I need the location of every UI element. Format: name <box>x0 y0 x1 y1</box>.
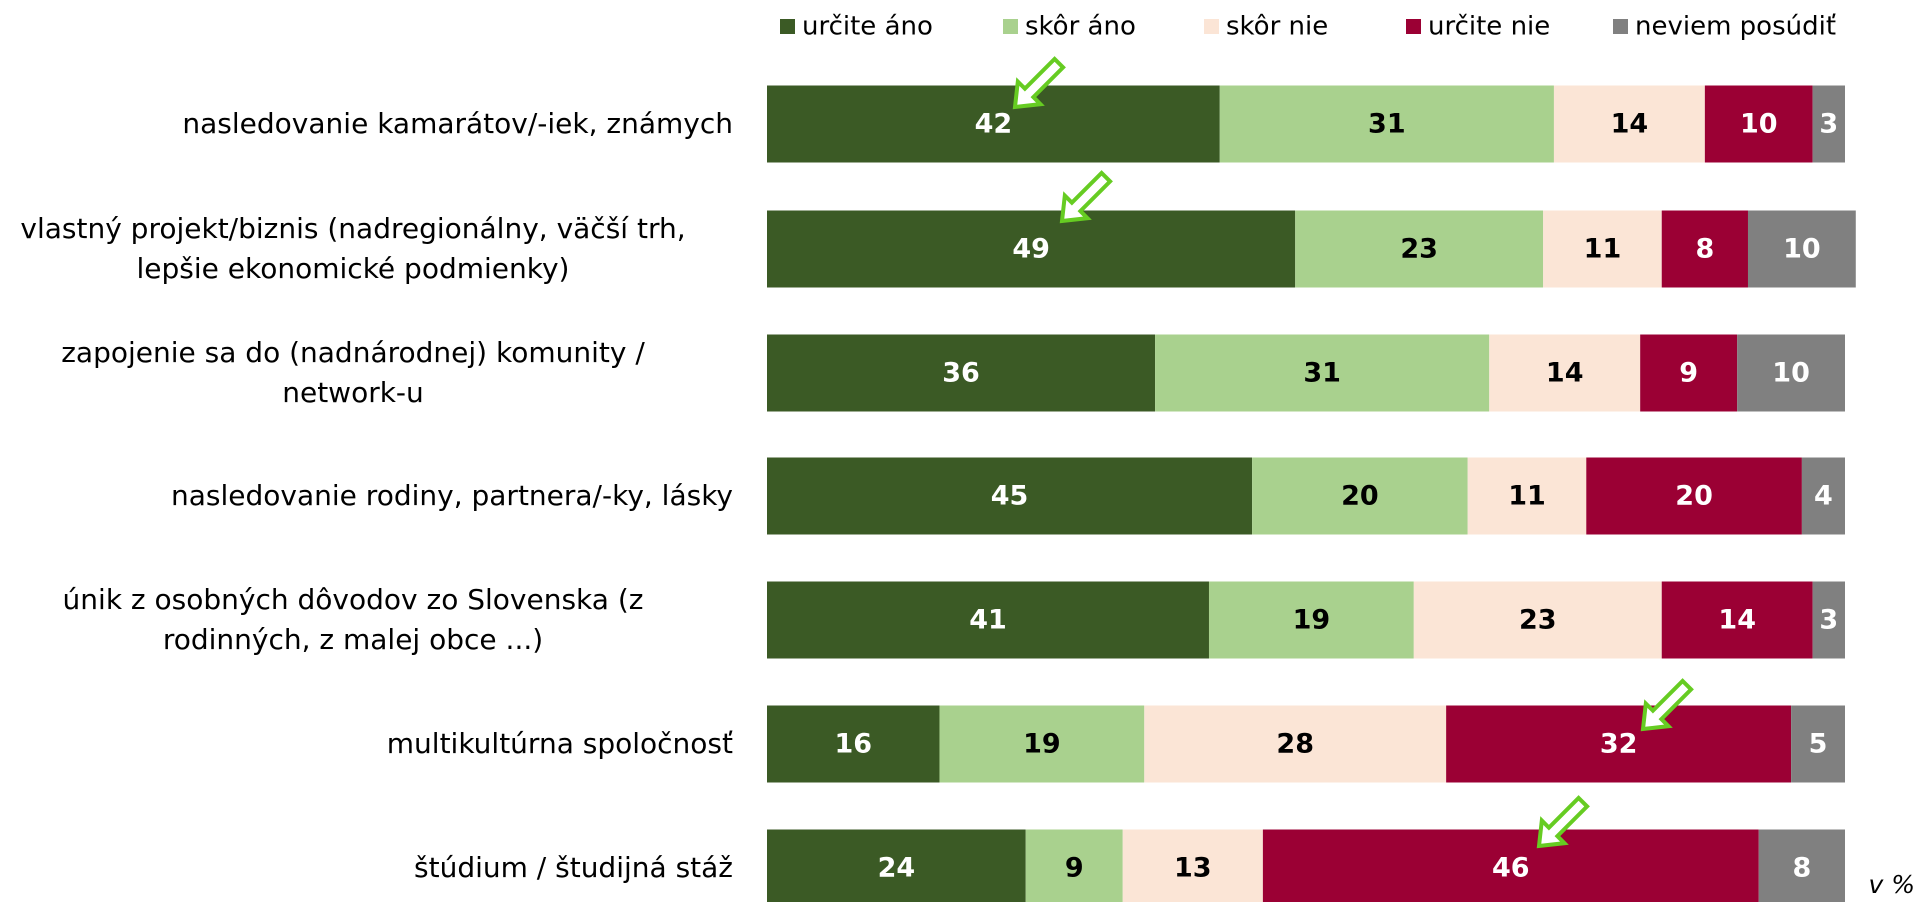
bar-segment <box>1586 457 1802 535</box>
bar-segment <box>1661 581 1813 659</box>
bar-segment <box>1791 705 1845 783</box>
legend-swatch <box>1003 19 1018 34</box>
value-label: 4 <box>1814 481 1833 512</box>
bar-segment <box>1252 457 1468 535</box>
bar-segment <box>1262 829 1759 902</box>
unit-note: v % <box>1869 870 1916 899</box>
value-label: 19 <box>1293 605 1331 636</box>
bar-segment <box>1295 210 1544 288</box>
category-label: nasledovanie kamarátov/-iek, známych <box>182 107 733 140</box>
value-label: 41 <box>969 605 1007 636</box>
value-label: 20 <box>1341 481 1379 512</box>
legend-swatch <box>1613 19 1628 34</box>
value-label: 3 <box>1819 109 1838 140</box>
value-label: 23 <box>1400 234 1438 265</box>
value-label: 11 <box>1584 234 1622 265</box>
bar-segment <box>1553 85 1705 163</box>
value-label: 9 <box>1679 358 1698 389</box>
bar-segment <box>767 210 1296 288</box>
bar-segment <box>1219 85 1554 163</box>
value-label: 42 <box>975 109 1013 140</box>
value-label: 9 <box>1065 853 1084 884</box>
bar-segment <box>939 705 1145 783</box>
legend-label: neviem posúdiť <box>1635 12 1836 42</box>
value-label: 5 <box>1809 729 1828 760</box>
bar-segment <box>767 581 1209 659</box>
bar-segment <box>1489 334 1641 412</box>
legend-swatch <box>780 19 795 34</box>
bar-segment <box>1025 829 1123 902</box>
value-label: 28 <box>1276 729 1314 760</box>
value-label: 45 <box>991 481 1029 512</box>
legend-label: skôr nie <box>1226 12 1328 42</box>
highlight-arrow <box>1012 56 1066 110</box>
category-label: únik z osobných dôvodov zo Slovenska (z … <box>62 583 644 656</box>
bar-segment <box>1812 581 1845 659</box>
bar-segment <box>1640 334 1738 412</box>
value-label: 10 <box>1772 358 1810 389</box>
value-label: 3 <box>1819 605 1838 636</box>
bar-segment <box>1155 334 1490 412</box>
legend-label: skôr áno <box>1025 12 1136 42</box>
value-label: 13 <box>1174 853 1212 884</box>
bar-segment <box>767 85 1220 163</box>
bar-segment <box>767 829 1026 902</box>
bar-segment <box>1737 334 1845 412</box>
legend-label: určite nie <box>1428 12 1550 42</box>
legend-swatch <box>1204 19 1219 34</box>
bar-segment <box>767 457 1253 535</box>
value-label: 10 <box>1740 109 1778 140</box>
bar-segment <box>1801 457 1845 535</box>
value-label: 23 <box>1519 605 1557 636</box>
bar-segment <box>1704 85 1813 163</box>
category-label: vlastný projekt/biznis (nadregionálny, v… <box>20 212 686 285</box>
bar-segment <box>767 334 1156 412</box>
value-label: 31 <box>1368 109 1406 140</box>
bar-segment <box>1747 210 1856 288</box>
bar-segment <box>1208 581 1414 659</box>
value-label: 19 <box>1023 729 1061 760</box>
value-label: 36 <box>942 358 980 389</box>
bar-segment <box>1758 829 1845 902</box>
bar-segment <box>1413 581 1662 659</box>
value-label: 14 <box>1718 605 1756 636</box>
legend-label: určite áno <box>802 12 933 42</box>
bar-segment <box>1543 210 1662 288</box>
category-label: multikultúrna spoločnosť <box>386 727 733 760</box>
bar-segment <box>767 705 940 783</box>
bar-segment <box>1467 457 1587 535</box>
value-label: 11 <box>1508 481 1546 512</box>
value-label: 10 <box>1783 234 1821 265</box>
value-label: 20 <box>1675 481 1713 512</box>
value-label: 49 <box>1012 234 1050 265</box>
value-label: 8 <box>1695 234 1714 265</box>
highlight-arrow <box>1059 170 1113 224</box>
value-label: 8 <box>1792 853 1811 884</box>
category-label: štúdium / študijná stáž <box>414 851 733 884</box>
value-label: 24 <box>878 853 916 884</box>
bar-segment <box>1661 210 1748 288</box>
value-label: 32 <box>1600 729 1638 760</box>
legend-swatch <box>1406 19 1421 34</box>
category-label: nasledovanie rodiny, partnera/-ky, lásky <box>171 479 733 512</box>
bar-segment <box>1144 705 1447 783</box>
highlight-arrow <box>1640 678 1694 732</box>
bar-segment <box>1812 85 1845 163</box>
value-label: 31 <box>1303 358 1341 389</box>
category-label: zapojenie sa do (nadnárodnej) komunity /… <box>61 336 645 409</box>
highlight-arrow <box>1536 795 1590 849</box>
value-label: 46 <box>1492 853 1530 884</box>
bar-segment <box>1122 829 1263 902</box>
value-label: 14 <box>1611 109 1649 140</box>
value-label: 16 <box>834 729 872 760</box>
bar-segment <box>1446 705 1792 783</box>
value-label: 14 <box>1546 358 1584 389</box>
